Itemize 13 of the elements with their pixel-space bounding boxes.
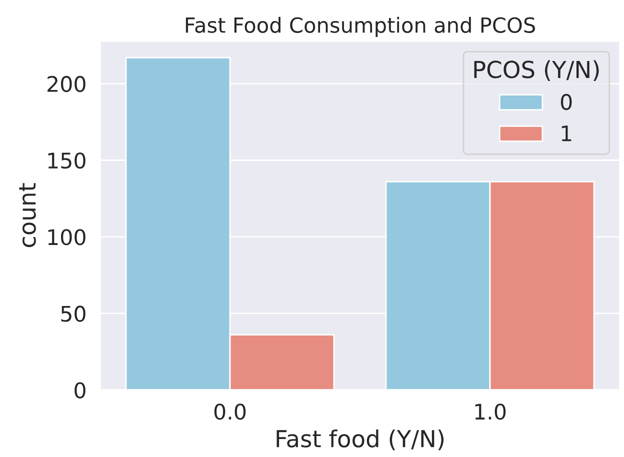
y-tick-label: 0: [74, 382, 86, 398]
x-tick-label: 1.0: [475, 404, 506, 420]
legend-title: PCOS (Y/N): [474, 60, 599, 82]
y-tick-label: 200: [48, 76, 86, 92]
y-tick-label: 150: [48, 152, 86, 169]
legend-label: 1: [562, 126, 572, 142]
chart-title: Fast Food Consumption and PCOS: [186, 16, 535, 37]
y-tick-label: 50: [61, 306, 86, 322]
legend-label: 0: [560, 94, 572, 110]
x-axis-title: Fast food (Y/N): [276, 429, 444, 450]
x-tick-label: 0.0: [214, 404, 246, 420]
y-tick-label: 100: [48, 229, 86, 246]
y-axis-title: count: [19, 183, 36, 248]
